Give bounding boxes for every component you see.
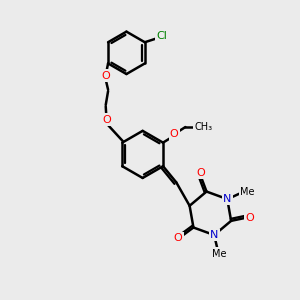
Text: CH₃: CH₃ [194, 122, 212, 132]
Text: Me: Me [240, 187, 254, 197]
Text: O: O [170, 129, 178, 140]
Text: Cl: Cl [156, 31, 167, 41]
Text: N: N [223, 194, 232, 204]
Text: O: O [102, 115, 111, 125]
Text: N: N [210, 230, 218, 240]
Text: Me: Me [212, 249, 227, 259]
Text: O: O [173, 233, 182, 243]
Text: O: O [101, 71, 110, 81]
Text: O: O [197, 168, 206, 178]
Text: O: O [245, 213, 254, 223]
